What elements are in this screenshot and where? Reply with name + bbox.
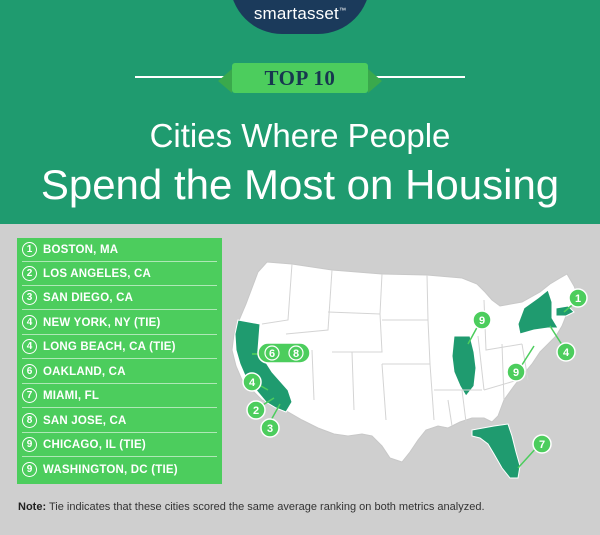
svg-text:1: 1 <box>575 293 581 305</box>
list-divider <box>22 261 217 262</box>
map-marker: 9 <box>506 362 526 382</box>
title-line-1: Cities Where People <box>149 117 451 154</box>
list-divider <box>22 383 217 384</box>
list-divider <box>22 456 217 457</box>
city-label: BOSTON, MA <box>43 243 119 256</box>
list-divider <box>22 432 217 433</box>
city-label: SAN JOSE, CA <box>43 414 127 427</box>
rank-number: 1 <box>22 242 37 257</box>
list-item: 1 BOSTON, MA <box>17 238 222 261</box>
list-divider <box>22 407 217 408</box>
list-item: 7 MIAMI, FL <box>17 384 222 407</box>
note-text: Tie indicates that these cities scored t… <box>46 501 485 513</box>
map-marker: 3 <box>260 418 280 438</box>
list-item: 4 LONG BEACH, CA (TIE) <box>17 335 222 358</box>
svg-text:6: 6 <box>269 348 275 360</box>
map-marker-pill: 6 8 <box>257 342 311 364</box>
map-marker: 4 <box>556 342 576 362</box>
rank-list: 1 BOSTON, MA 2 LOS ANGELES, CA 3 SAN DIEGO,… <box>17 238 222 484</box>
rank-number: 7 <box>22 388 37 403</box>
rank-number: 8 <box>22 413 37 428</box>
svg-text:9: 9 <box>479 315 485 327</box>
rank-number: 3 <box>22 290 37 305</box>
city-label: SAN DIEGO, CA <box>43 291 134 304</box>
list-divider <box>22 334 217 335</box>
svg-text:2: 2 <box>253 405 259 417</box>
us-outline <box>231 261 579 463</box>
svg-text:3: 3 <box>267 423 273 435</box>
map-marker: 2 <box>246 400 266 420</box>
badge-rule-left <box>135 76 225 78</box>
list-item: 4 NEW YORK, NY (TIE) <box>17 311 222 334</box>
note-prefix: Note: <box>18 501 47 513</box>
rank-number: 6 <box>22 364 37 379</box>
florida-state <box>471 423 521 479</box>
city-label: NEW YORK, NY (TIE) <box>43 316 161 329</box>
map-marker: 1 <box>568 288 588 308</box>
us-map: 1 4 9 9 7 6 8 4 2 3 <box>231 261 588 479</box>
list-divider <box>22 358 217 359</box>
city-label: OAKLAND, CA <box>43 365 126 378</box>
svg-text:7: 7 <box>539 439 545 451</box>
city-label: LONG BEACH, CA (TIE) <box>43 340 176 353</box>
svg-text:8: 8 <box>293 348 299 360</box>
rank-number: 9 <box>22 462 37 477</box>
top-10-badge: TOP 10 <box>218 63 382 93</box>
list-item: 9 WASHINGTON, DC (TIE) <box>17 458 222 481</box>
rank-number: 4 <box>22 339 37 354</box>
svg-text:4: 4 <box>249 377 256 389</box>
trademark-mark: ™ <box>338 7 347 15</box>
list-item: 6 OAKLAND, CA <box>17 360 222 383</box>
city-label: CHICAGO, IL (TIE) <box>43 438 146 451</box>
list-item: 8 SAN JOSE, CA <box>17 409 222 432</box>
svg-text:4: 4 <box>563 347 570 359</box>
svg-text:9: 9 <box>513 367 519 379</box>
map-marker: 9 <box>472 310 492 330</box>
illinois-state <box>451 335 477 397</box>
brand-logo[interactable]: smartasset™ <box>230 0 370 34</box>
list-item: 2 LOS ANGELES, CA <box>17 262 222 285</box>
new-york-state <box>517 289 559 335</box>
list-item: 9 CHICAGO, IL (TIE) <box>17 433 222 456</box>
list-item: 3 SAN DIEGO, CA <box>17 286 222 309</box>
list-divider <box>22 309 217 310</box>
footnote: Note: Tie indicates that these cities sc… <box>18 501 485 513</box>
title-line-2: Spend the Most on Housing <box>40 161 560 208</box>
rank-number: 4 <box>22 315 37 330</box>
city-label: MIAMI, FL <box>43 389 100 402</box>
brand-name: smartasset <box>253 4 339 23</box>
rank-number: 9 <box>22 437 37 452</box>
rank-number: 2 <box>22 266 37 281</box>
map-marker: 7 <box>532 434 552 454</box>
badge-rule-right <box>375 76 465 78</box>
header: smartasset™ TOP 10 Cities Where People S… <box>0 0 600 224</box>
list-divider <box>22 285 217 286</box>
city-label: LOS ANGELES, CA <box>43 267 151 280</box>
map-marker: 4 <box>242 372 262 392</box>
city-label: WASHINGTON, DC (TIE) <box>43 463 178 476</box>
